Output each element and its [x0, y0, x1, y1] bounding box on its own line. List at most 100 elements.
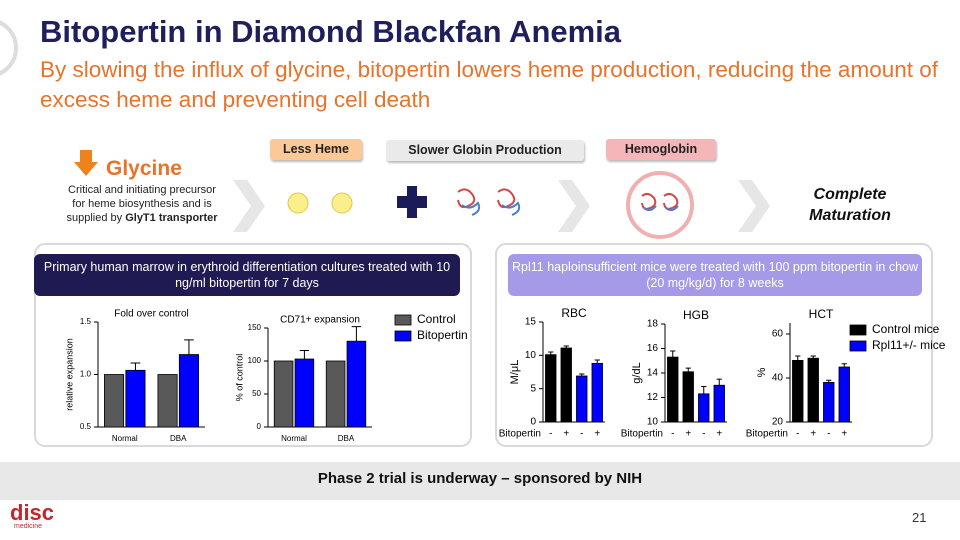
- x-axis-label: Bitopertin: [621, 429, 663, 440]
- end-label: Complete Maturation: [809, 186, 891, 224]
- hemoglobin-cell: [626, 171, 694, 239]
- error-bar: [795, 355, 801, 361]
- decor: [0, 20, 18, 76]
- footer-band: [0, 462, 960, 500]
- error-bar: [685, 367, 691, 372]
- y-tick-label: 60: [772, 329, 784, 340]
- bar: [823, 381, 835, 423]
- plus: [397, 186, 427, 218]
- bar: [667, 356, 679, 423]
- heme: [287, 192, 309, 214]
- y-tick-label: 16: [647, 343, 659, 354]
- panel-banner: Primary human marrow in erythroid differ…: [34, 254, 460, 296]
- y-axis-label: % of control: [234, 354, 244, 402]
- x-tick-label: -: [827, 429, 830, 440]
- x-tick-label: -: [671, 429, 674, 440]
- y-tick-label: 5: [530, 383, 536, 394]
- y-tick-label: 0.5: [80, 422, 92, 431]
- bar: [591, 362, 603, 423]
- x-axis-label: Bitopertin: [499, 429, 541, 440]
- x-tick-label: Normal: [281, 434, 307, 443]
- error-bar: [548, 351, 554, 355]
- bar: [576, 375, 588, 423]
- error-bar: [351, 326, 362, 342]
- hemoglobin-icons: [641, 192, 679, 212]
- step-label: Less Heme: [270, 139, 362, 160]
- x-tick-label: +: [594, 429, 600, 440]
- bar: [325, 360, 346, 428]
- heme: [331, 192, 353, 214]
- bar: [346, 340, 367, 428]
- y-tick-label: 40: [772, 373, 784, 384]
- x-tick-label: +: [810, 429, 816, 440]
- x-tick-label: DBA: [170, 434, 187, 443]
- bar: [682, 371, 694, 423]
- y-tick-label: 20: [772, 417, 784, 428]
- x-tick-label: +: [563, 429, 569, 440]
- y-axis-label: relative expansion: [64, 338, 74, 411]
- bar: [157, 374, 178, 428]
- error-bar: [716, 378, 722, 386]
- chart-title: HCT: [809, 307, 834, 321]
- x-tick-label: Normal: [112, 434, 138, 443]
- legend-swatch: [849, 340, 867, 352]
- bar: [294, 358, 315, 428]
- legend-label: Control: [417, 312, 456, 326]
- legend-swatch: [394, 330, 412, 342]
- panel-banner: Rpl11 haploinsufficient mice were treate…: [508, 254, 922, 296]
- error-bar: [841, 363, 847, 367]
- bar: [178, 354, 199, 428]
- y-tick-label: 12: [647, 392, 659, 403]
- legend-label: Rpl11+/- mice: [872, 338, 946, 352]
- x-tick-label: -: [580, 429, 583, 440]
- bar: [838, 366, 850, 423]
- bar: [104, 374, 125, 428]
- error-bar: [701, 385, 707, 394]
- bar: [545, 354, 557, 423]
- y-tick-label: 18: [647, 319, 659, 330]
- chart-title: Fold over control: [114, 309, 188, 320]
- x-axis-label: Bitopertin: [746, 429, 788, 440]
- error-bar: [670, 350, 676, 358]
- y-axis-label: M/μL: [509, 360, 521, 385]
- bar: [713, 384, 725, 423]
- y-tick-label: 1.0: [80, 370, 92, 379]
- bar: [273, 360, 294, 428]
- bar: [792, 359, 804, 423]
- glycine-desc-bold: GlyT1 transporter: [125, 212, 218, 224]
- y-tick-label: 15: [525, 317, 537, 328]
- legend-label: Bitopertin: [417, 328, 468, 342]
- y-tick-label: 50: [252, 389, 261, 398]
- y-tick-label: 10: [525, 350, 537, 361]
- y-tick-label: 0: [530, 417, 536, 428]
- down-arrow: [74, 150, 98, 176]
- x-tick-label: +: [685, 429, 691, 440]
- logo: disc: [10, 500, 55, 525]
- error-bar: [594, 359, 600, 364]
- y-tick-label: 100: [248, 356, 262, 365]
- x-tick-label: +: [716, 429, 722, 440]
- x-tick-label: -: [549, 429, 552, 440]
- error-bar: [299, 349, 310, 360]
- chart-title: RBC: [561, 306, 587, 320]
- y-tick-label: 1.5: [80, 317, 92, 326]
- legend-swatch: [394, 314, 412, 326]
- panel-banner-text: Primary human marrow in erythroid differ…: [43, 260, 451, 290]
- y-tick-label: 10: [647, 417, 659, 428]
- chevrons: [233, 180, 770, 232]
- chart-title: HGB: [683, 308, 709, 322]
- title: Bitopertin in Diamond Blackfan Anemia: [40, 14, 622, 49]
- y-axis-label: g/dL: [631, 362, 643, 383]
- legend-swatch: [849, 324, 867, 336]
- footer-banner: Phase 2 trial is underway – sponsored by…: [317, 470, 643, 487]
- x-tick-label: -: [796, 429, 799, 440]
- y-tick-label: 14: [647, 368, 659, 379]
- panel-banner-text: Rpl11 haploinsufficient mice were treate…: [511, 260, 918, 290]
- x-tick-label: -: [702, 429, 705, 440]
- y-tick-label: 0: [257, 422, 262, 431]
- page-number: 21: [912, 510, 927, 525]
- legend-label: Control mice: [872, 322, 940, 336]
- subtitle: By slowing the influx of glycine, bitope…: [40, 57, 939, 112]
